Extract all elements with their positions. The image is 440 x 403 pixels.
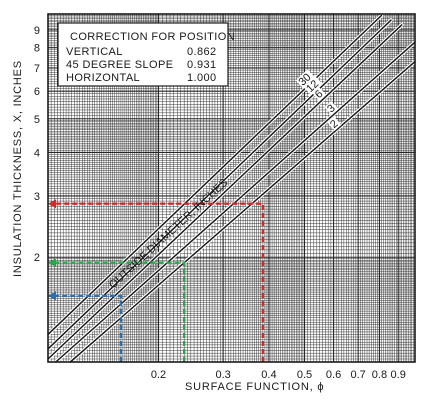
x-tick-label: 0.5 bbox=[297, 369, 312, 381]
x-tick-label: 0.3 bbox=[215, 369, 230, 381]
correction-table: CORRECTION FOR POSITION VERTICAL 0.862 4… bbox=[57, 22, 235, 87]
annotation-guides bbox=[48, 199, 265, 362]
annotation-dashed-path bbox=[55, 202, 265, 362]
correction-row-label: HORIZONTAL bbox=[66, 72, 140, 84]
x-tick-label: 0.7 bbox=[351, 369, 366, 381]
x-axis-title: SURFACE FUNCTION, ϕ bbox=[185, 381, 324, 393]
series-label-bg bbox=[295, 69, 315, 89]
annotation-arrowhead bbox=[48, 291, 56, 301]
series-line bbox=[47, 14, 383, 336]
correction-table-box bbox=[57, 22, 229, 87]
y-tick-label: 5 bbox=[34, 114, 40, 126]
y-tick-label: 2 bbox=[34, 252, 40, 264]
annotation-dashed-path bbox=[55, 261, 186, 362]
annotation-guide bbox=[48, 258, 186, 362]
correction-row-value: 0.931 bbox=[187, 59, 217, 71]
series-label-bg bbox=[312, 86, 327, 101]
correction-row-value: 0.862 bbox=[187, 46, 217, 58]
correction-row-label: VERTICAL bbox=[66, 46, 123, 58]
series-line bbox=[47, 24, 403, 360]
series-line bbox=[55, 41, 416, 363]
y-tick-label: 6 bbox=[34, 86, 40, 98]
x-tick-label: 0.8 bbox=[372, 369, 387, 381]
x-tick-label: 0.2 bbox=[151, 369, 166, 381]
series-line bbox=[47, 19, 392, 350]
x-tick-label: 0.9 bbox=[391, 369, 406, 381]
y-tick-label: 4 bbox=[34, 147, 40, 159]
y-tick-label: 3 bbox=[34, 191, 40, 203]
series-label-bg bbox=[327, 116, 342, 131]
series-line bbox=[69, 60, 416, 363]
tick-labels: 0.2 0.3 0.4 0.5 0.6 0.7 0.8 0.9 2 3 4 5 6 7 8 9 bbox=[34, 25, 406, 381]
y-axis-title: INSULATION THICKNESS, X, INCHES bbox=[12, 60, 24, 277]
correction-row-value: 1.000 bbox=[187, 72, 217, 84]
correction-table-title: CORRECTION FOR POSITION bbox=[70, 31, 235, 43]
series-label-bg bbox=[303, 76, 323, 96]
annotation-dashed-path bbox=[55, 294, 123, 362]
x-tick-label: 0.4 bbox=[261, 369, 276, 381]
plot-frame bbox=[47, 13, 416, 363]
y-tick-label: 9 bbox=[34, 25, 40, 37]
correction-row-label: 45 DEGREE SLOPE bbox=[66, 59, 174, 71]
x-tick-label: 0.6 bbox=[326, 369, 341, 381]
series-label-bg bbox=[324, 101, 339, 116]
annotation-guide bbox=[48, 199, 265, 362]
annotation-arrowhead bbox=[48, 258, 56, 268]
annotation-arrowhead bbox=[48, 199, 56, 209]
annotation-guide bbox=[48, 291, 123, 362]
y-tick-label: 7 bbox=[34, 63, 40, 75]
y-tick-label: 8 bbox=[34, 43, 40, 55]
